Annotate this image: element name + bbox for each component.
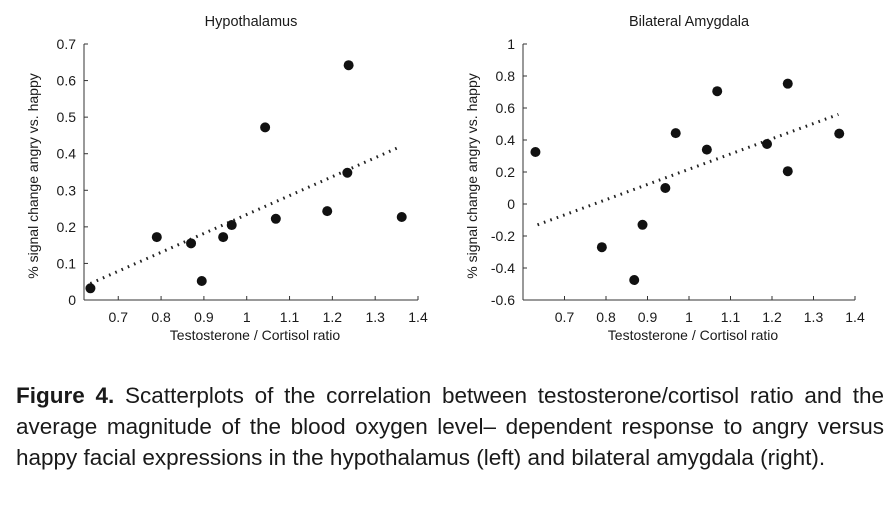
data-point — [629, 275, 640, 285]
x-axis-label: Testosterone / Cortisol ratio — [170, 327, 341, 343]
y-tick-label: -0.6 — [491, 292, 515, 308]
data-point — [151, 232, 162, 243]
y-tick-label: 0.4 — [57, 146, 77, 162]
y-tick-label: 0 — [68, 292, 76, 308]
x-tick-label: 0.9 — [194, 309, 214, 325]
chart-title: Bilateral Amygdala — [629, 14, 750, 30]
data-point — [85, 283, 96, 294]
y-tick-label: 0.6 — [496, 100, 516, 116]
caption-text: Scatterplots of the correlation between … — [16, 383, 884, 470]
y-axis-label: % signal change angry vs. happy — [464, 73, 480, 278]
y-tick-label: 1 — [507, 36, 515, 52]
y-tick-label: 0.5 — [57, 109, 77, 125]
data-point — [342, 167, 353, 178]
data-point — [343, 60, 354, 71]
chart-title: Hypothalamus — [205, 14, 298, 30]
data-point — [218, 232, 229, 243]
data-point — [712, 86, 723, 97]
y-tick-label: 0.2 — [57, 219, 77, 235]
data-point — [660, 183, 671, 193]
data-point — [782, 78, 793, 89]
x-tick-label: 1.4 — [845, 309, 865, 325]
data-point — [701, 144, 712, 155]
data-point — [762, 139, 773, 149]
x-tick-label: 0.9 — [638, 309, 658, 325]
trend-line — [537, 112, 839, 227]
data-point — [834, 128, 845, 139]
data-point — [596, 242, 607, 253]
y-tick-label: 0.8 — [496, 68, 516, 84]
y-tick-label: 0 — [507, 196, 515, 212]
data-point — [637, 219, 648, 230]
y-tick-label: 0.7 — [57, 36, 77, 52]
x-tick-label: 1 — [243, 309, 251, 325]
data-point — [530, 147, 541, 157]
trend-line — [89, 145, 402, 285]
scatterplot-canvas: Hypothalamus 0 0.1 0.2 0.3 0.4 0.5 0.6 0.7 0.7 0.8… — [25, 14, 865, 343]
data-point — [260, 122, 271, 133]
y-tick-label: 0.3 — [57, 182, 77, 198]
x-tick-label: 0.7 — [555, 309, 575, 325]
data-point — [782, 166, 793, 177]
x-tick-label: 1.4 — [408, 309, 428, 325]
x-tick-label: 0.8 — [151, 309, 171, 325]
y-tick-label: 0.2 — [496, 164, 516, 180]
x-tick-label: 1.2 — [323, 309, 343, 325]
y-tick-label: -0.4 — [491, 260, 515, 276]
figure-panels: Hypothalamus 0 0.1 0.2 0.3 0.4 0.5 0.6 0.7 0.7 0.8… — [25, 14, 865, 343]
y-axis-label: % signal change angry vs. happy — [25, 73, 41, 278]
data-point — [322, 206, 333, 217]
y-tick-label: -0.2 — [491, 228, 515, 244]
y-tick-label: 0.1 — [57, 255, 77, 271]
x-tick-label: 1.2 — [762, 309, 782, 325]
scatterplot-amygdala: Bilateral Amygdala -0.6 -0.4 -0.2 0 0.2 0.4 0.6… — [464, 14, 865, 343]
data-point — [670, 128, 681, 139]
data-point — [196, 275, 207, 286]
y-tick-label: 0.4 — [496, 132, 516, 148]
data-point — [396, 211, 407, 222]
figure-label: Figure 4. — [16, 383, 115, 408]
x-tick-label: 1 — [685, 309, 693, 325]
x-tick-label: 0.7 — [109, 309, 129, 325]
x-tick-label: 0.8 — [596, 309, 616, 325]
x-tick-label: 1.1 — [721, 309, 741, 325]
scatterplot-hypothalamus: Hypothalamus 0 0.1 0.2 0.3 0.4 0.5 0.6 0.7 0.7 0.8… — [25, 14, 428, 343]
x-tick-label: 1.3 — [365, 309, 385, 325]
data-point — [270, 213, 281, 224]
y-tick-label: 0.6 — [57, 73, 77, 89]
x-axis-label: Testosterone / Cortisol ratio — [608, 327, 779, 343]
data-point — [186, 238, 197, 249]
data-point — [226, 220, 237, 231]
figure-caption: Figure 4. Scatterplots of the correlatio… — [16, 380, 884, 473]
x-tick-label: 1.3 — [804, 309, 824, 325]
x-tick-label: 1.1 — [280, 309, 300, 325]
